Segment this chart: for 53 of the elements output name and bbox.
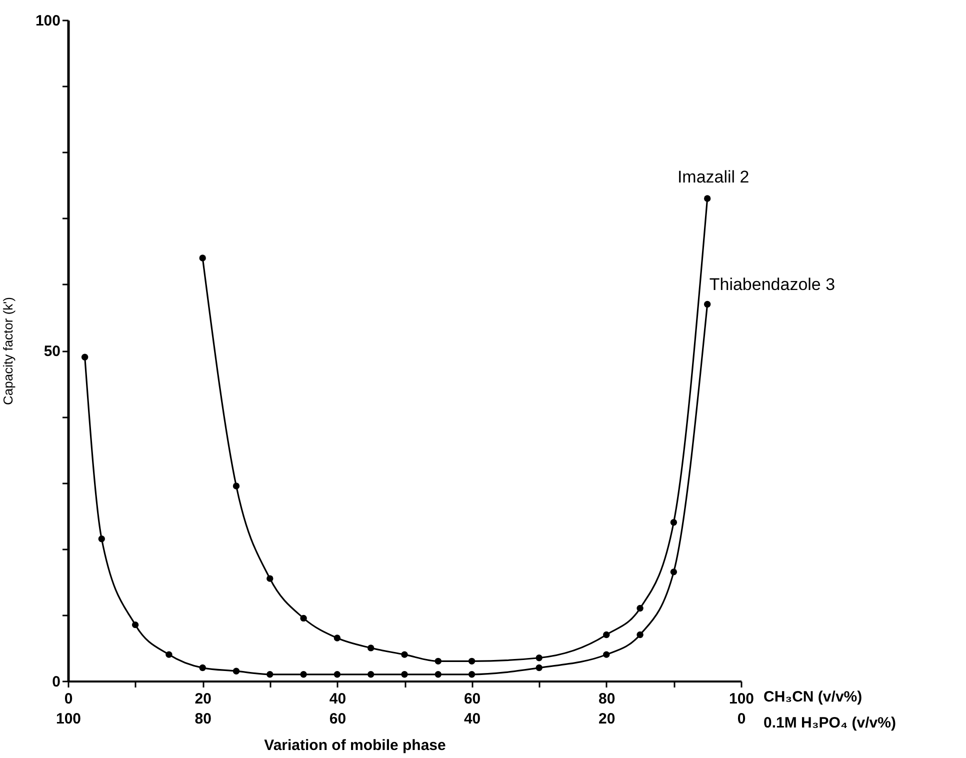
point [199, 254, 206, 262]
point [704, 195, 711, 202]
x2-tick-label: 80 [194, 710, 212, 728]
x-tick-label: 80 [598, 690, 616, 708]
point [401, 651, 408, 658]
y-tick-label: 50 [44, 343, 60, 360]
point [334, 671, 341, 678]
point [536, 664, 542, 672]
point [232, 668, 240, 674]
point [670, 519, 678, 526]
x-tick-label: 40 [329, 690, 346, 708]
point [132, 621, 139, 628]
point [300, 671, 307, 678]
y-axis-title: Capacity factor (k') [0, 297, 16, 405]
series-label: Imazalil 2 [677, 167, 750, 186]
x2-tick-label: 20 [598, 710, 616, 728]
point [636, 604, 644, 612]
point [401, 671, 408, 678]
point [98, 536, 106, 542]
point [166, 651, 172, 658]
point [266, 671, 274, 678]
point [468, 658, 476, 665]
y-tick-label: 100 [35, 12, 60, 30]
text: CH₃CN (v/v%) [764, 688, 862, 706]
point [536, 654, 542, 662]
point [367, 644, 374, 652]
x-tick-label: 0 [64, 690, 73, 708]
point [603, 651, 610, 658]
point [334, 634, 341, 642]
point [434, 658, 442, 665]
point [232, 482, 240, 490]
x2-tick-label: 60 [329, 710, 346, 728]
x-tick-label: 60 [464, 690, 481, 708]
point [670, 568, 678, 576]
point [199, 664, 206, 672]
point [468, 671, 476, 678]
x2-tick-label: 100 [56, 710, 82, 728]
point [603, 631, 610, 638]
x2-axis-title: 0.1M H₃PO₄ (v/v%) [764, 714, 896, 732]
point [300, 614, 307, 622]
point [266, 575, 274, 582]
point [704, 300, 711, 308]
point [81, 354, 88, 360]
x2-tick-label: 40 [464, 710, 481, 728]
x-axis-title: Variation of mobile phase [264, 737, 446, 754]
point [434, 671, 442, 678]
point [636, 631, 644, 638]
x-tick-label: 100 [728, 690, 754, 708]
x2-tick-label: 0 [737, 710, 746, 728]
y-tick-label: 0 [52, 674, 60, 690]
x-tick-label: 20 [194, 690, 212, 708]
point [367, 671, 374, 678]
series-label: Thiabendazole 3 [709, 275, 836, 294]
